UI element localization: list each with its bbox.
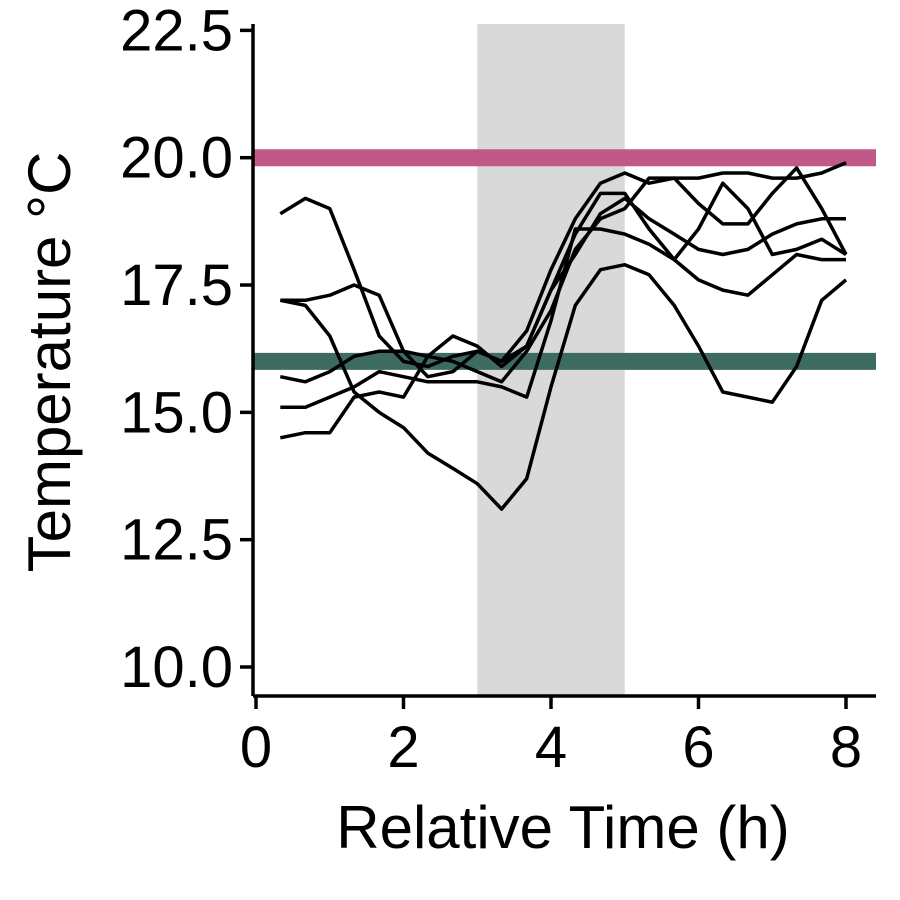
x-tick-label: 4: [535, 715, 567, 780]
x-tick-label: 2: [387, 715, 419, 780]
series-line-1: [279, 161, 847, 369]
y-tick-label: 20.0: [120, 126, 233, 191]
plot-area: [253, 24, 876, 696]
y-tick-label: 12.5: [120, 508, 233, 573]
y-tick-label: 10.0: [120, 635, 233, 700]
x-axis-title: Relative Time (h): [336, 794, 789, 861]
x-tick-label: 6: [682, 715, 714, 780]
series-line-6: [279, 196, 846, 440]
y-axis-title: Temperature °C: [16, 152, 83, 573]
axes: 10.0 12.5 15.0 17.5 20.0 22.5 0 2 4 6 8: [120, 0, 876, 780]
y-tick-label: 15.0: [120, 380, 233, 445]
x-tick-label: 8: [830, 715, 862, 780]
x-tick-label: 0: [240, 715, 272, 780]
y-tick-label: 17.5: [120, 253, 233, 318]
series-line-3: [279, 262, 848, 511]
y-tick-label: 22.5: [120, 0, 233, 63]
